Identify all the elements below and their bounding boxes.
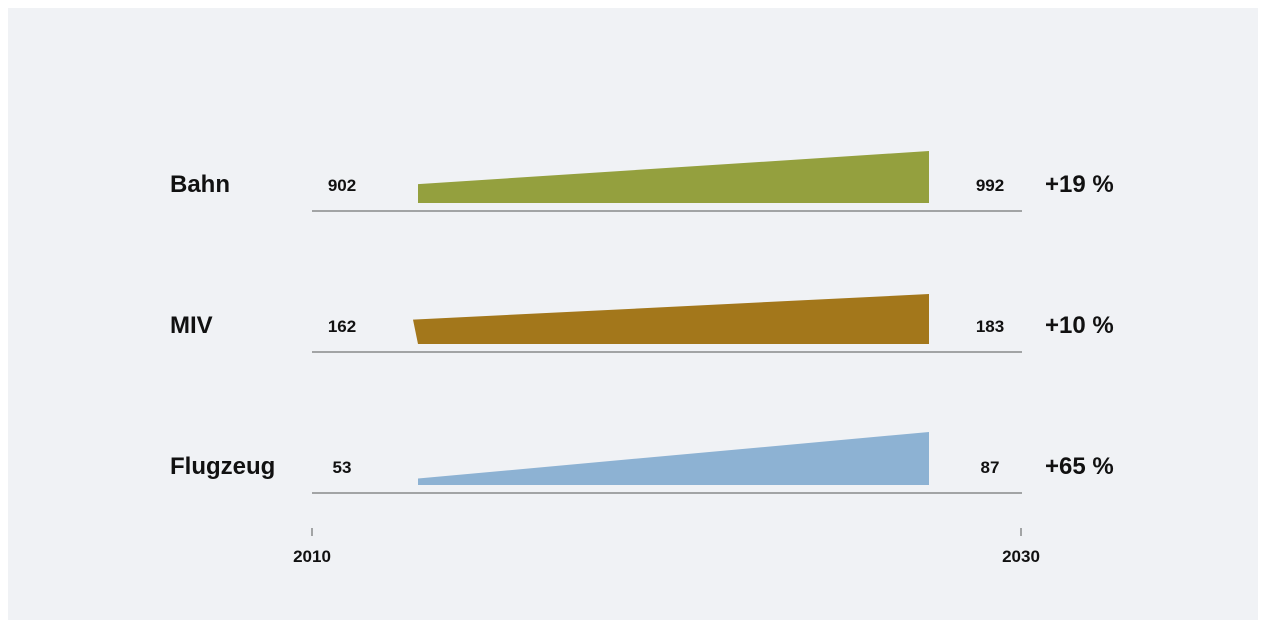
value-label-start: 902 xyxy=(328,176,356,195)
x-axis: 2010 2030 xyxy=(293,528,1040,566)
series-label: Bahn xyxy=(170,171,230,198)
x-tick-label-end: 2030 xyxy=(1002,547,1040,566)
area-flugzeug xyxy=(418,432,929,485)
x-tick-label-start: 2010 xyxy=(293,547,331,566)
series-label: MIV xyxy=(170,312,213,339)
change-label: +10 % xyxy=(1045,312,1114,339)
value-label-end: 183 xyxy=(976,317,1004,336)
value-label-end: 87 xyxy=(981,458,1000,477)
value-label-start: 53 xyxy=(333,458,352,477)
value-label-end: 992 xyxy=(976,176,1004,195)
area-miv xyxy=(413,294,929,344)
value-label-start: 162 xyxy=(328,317,356,336)
change-label: +19 % xyxy=(1045,171,1114,198)
change-label: +65 % xyxy=(1045,453,1114,480)
chart-rows: Bahn 902 992 +19 % MIV 162 183 +10 % Flugzeug 53 8… xyxy=(170,151,1114,494)
area-bahn xyxy=(418,151,929,203)
series-label: Flugzeug xyxy=(170,453,275,480)
